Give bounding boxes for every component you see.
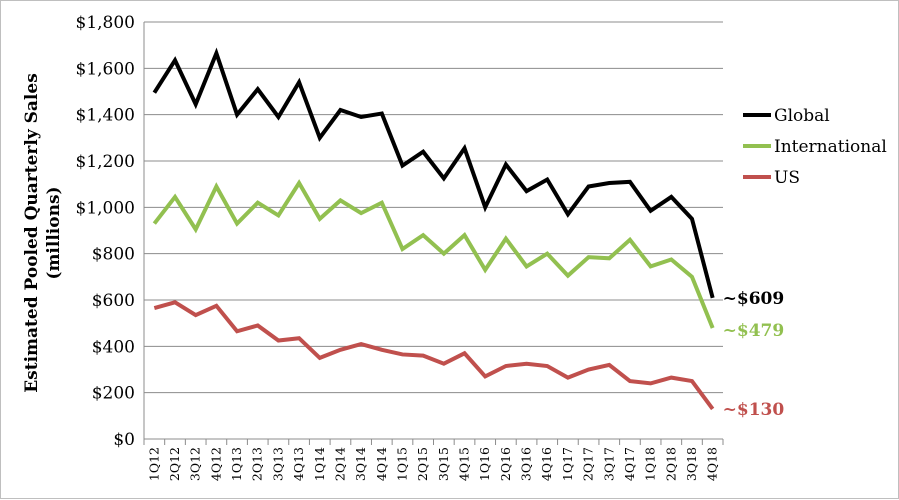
x-tick-label: 2Q17 xyxy=(581,447,596,481)
x-tick-label: 3Q18 xyxy=(684,447,699,481)
y-tick-label: $1,800 xyxy=(76,13,135,33)
y-tick-label: $400 xyxy=(92,337,135,357)
end-label-international: ~$479 xyxy=(723,321,785,341)
x-tick-label: 3Q13 xyxy=(270,447,285,481)
legend-label-international: International xyxy=(774,137,887,157)
series-line-us xyxy=(153,300,715,411)
y-axis-title: Estimated Pooled Quarterly Sales xyxy=(22,73,42,393)
x-tick-label: 3Q15 xyxy=(436,447,451,481)
x-tick-label: 4Q15 xyxy=(457,447,472,481)
legend-label-global: Global xyxy=(774,106,830,126)
y-tick-label: $1,000 xyxy=(76,198,135,218)
series-lines xyxy=(152,47,715,411)
x-tick-label: 2Q12 xyxy=(167,447,182,481)
x-tick-label: 3Q12 xyxy=(188,447,203,481)
x-tick-label: 1Q12 xyxy=(146,447,161,481)
legend: Global International US xyxy=(743,106,887,188)
end-label-global: ~$609 xyxy=(723,289,785,309)
end-labels: ~$609 ~$479 ~$130 xyxy=(723,289,785,420)
x-tick-label: 2Q13 xyxy=(250,447,265,481)
y-tick-label: $600 xyxy=(92,291,135,311)
y-tick-label: $200 xyxy=(92,384,135,404)
end-label-us: ~$130 xyxy=(723,400,785,420)
x-tick-label: 1Q18 xyxy=(643,447,658,481)
x-tick-label: 3Q16 xyxy=(519,447,534,481)
x-tick-label: 4Q12 xyxy=(208,447,223,481)
x-tick-label: 2Q15 xyxy=(415,447,430,481)
legend-label-us: US xyxy=(774,168,800,188)
y-tick-label: $800 xyxy=(92,245,135,265)
x-tick-label: 3Q17 xyxy=(601,447,616,481)
y-axis-title-units: (millions) xyxy=(44,186,64,279)
axes: $0 $200 $400 $600 $800 $1,000 $1,200 $1,400 $1,6… xyxy=(76,13,724,481)
series-line-global xyxy=(152,47,715,299)
x-tick-label: 3Q14 xyxy=(353,447,368,481)
gridlines xyxy=(144,21,723,394)
x-tick-label: 1Q17 xyxy=(560,447,575,481)
x-tick-label: 1Q14 xyxy=(312,447,327,481)
x-tick-label: 1Q16 xyxy=(477,447,492,481)
x-tick-label: 4Q13 xyxy=(291,447,306,481)
x-tick-label: 2Q16 xyxy=(498,447,513,481)
y-tick-label: $0 xyxy=(113,430,135,450)
x-tick-label: 4Q16 xyxy=(539,447,554,481)
x-tick-label: 2Q14 xyxy=(332,447,347,481)
x-tick-label: 1Q13 xyxy=(229,447,244,481)
y-tick-label: $1,600 xyxy=(76,59,135,79)
x-tick-label: 1Q15 xyxy=(394,447,409,481)
y-tick-label: $1,200 xyxy=(76,152,135,172)
x-tick-label: 2Q18 xyxy=(663,447,678,481)
x-tick-label: 4Q17 xyxy=(622,447,637,481)
y-tick-label: $1,400 xyxy=(76,106,135,126)
x-tick-label: 4Q18 xyxy=(705,447,720,481)
series-line-international xyxy=(152,179,715,329)
x-tick-label: 4Q14 xyxy=(374,447,389,481)
